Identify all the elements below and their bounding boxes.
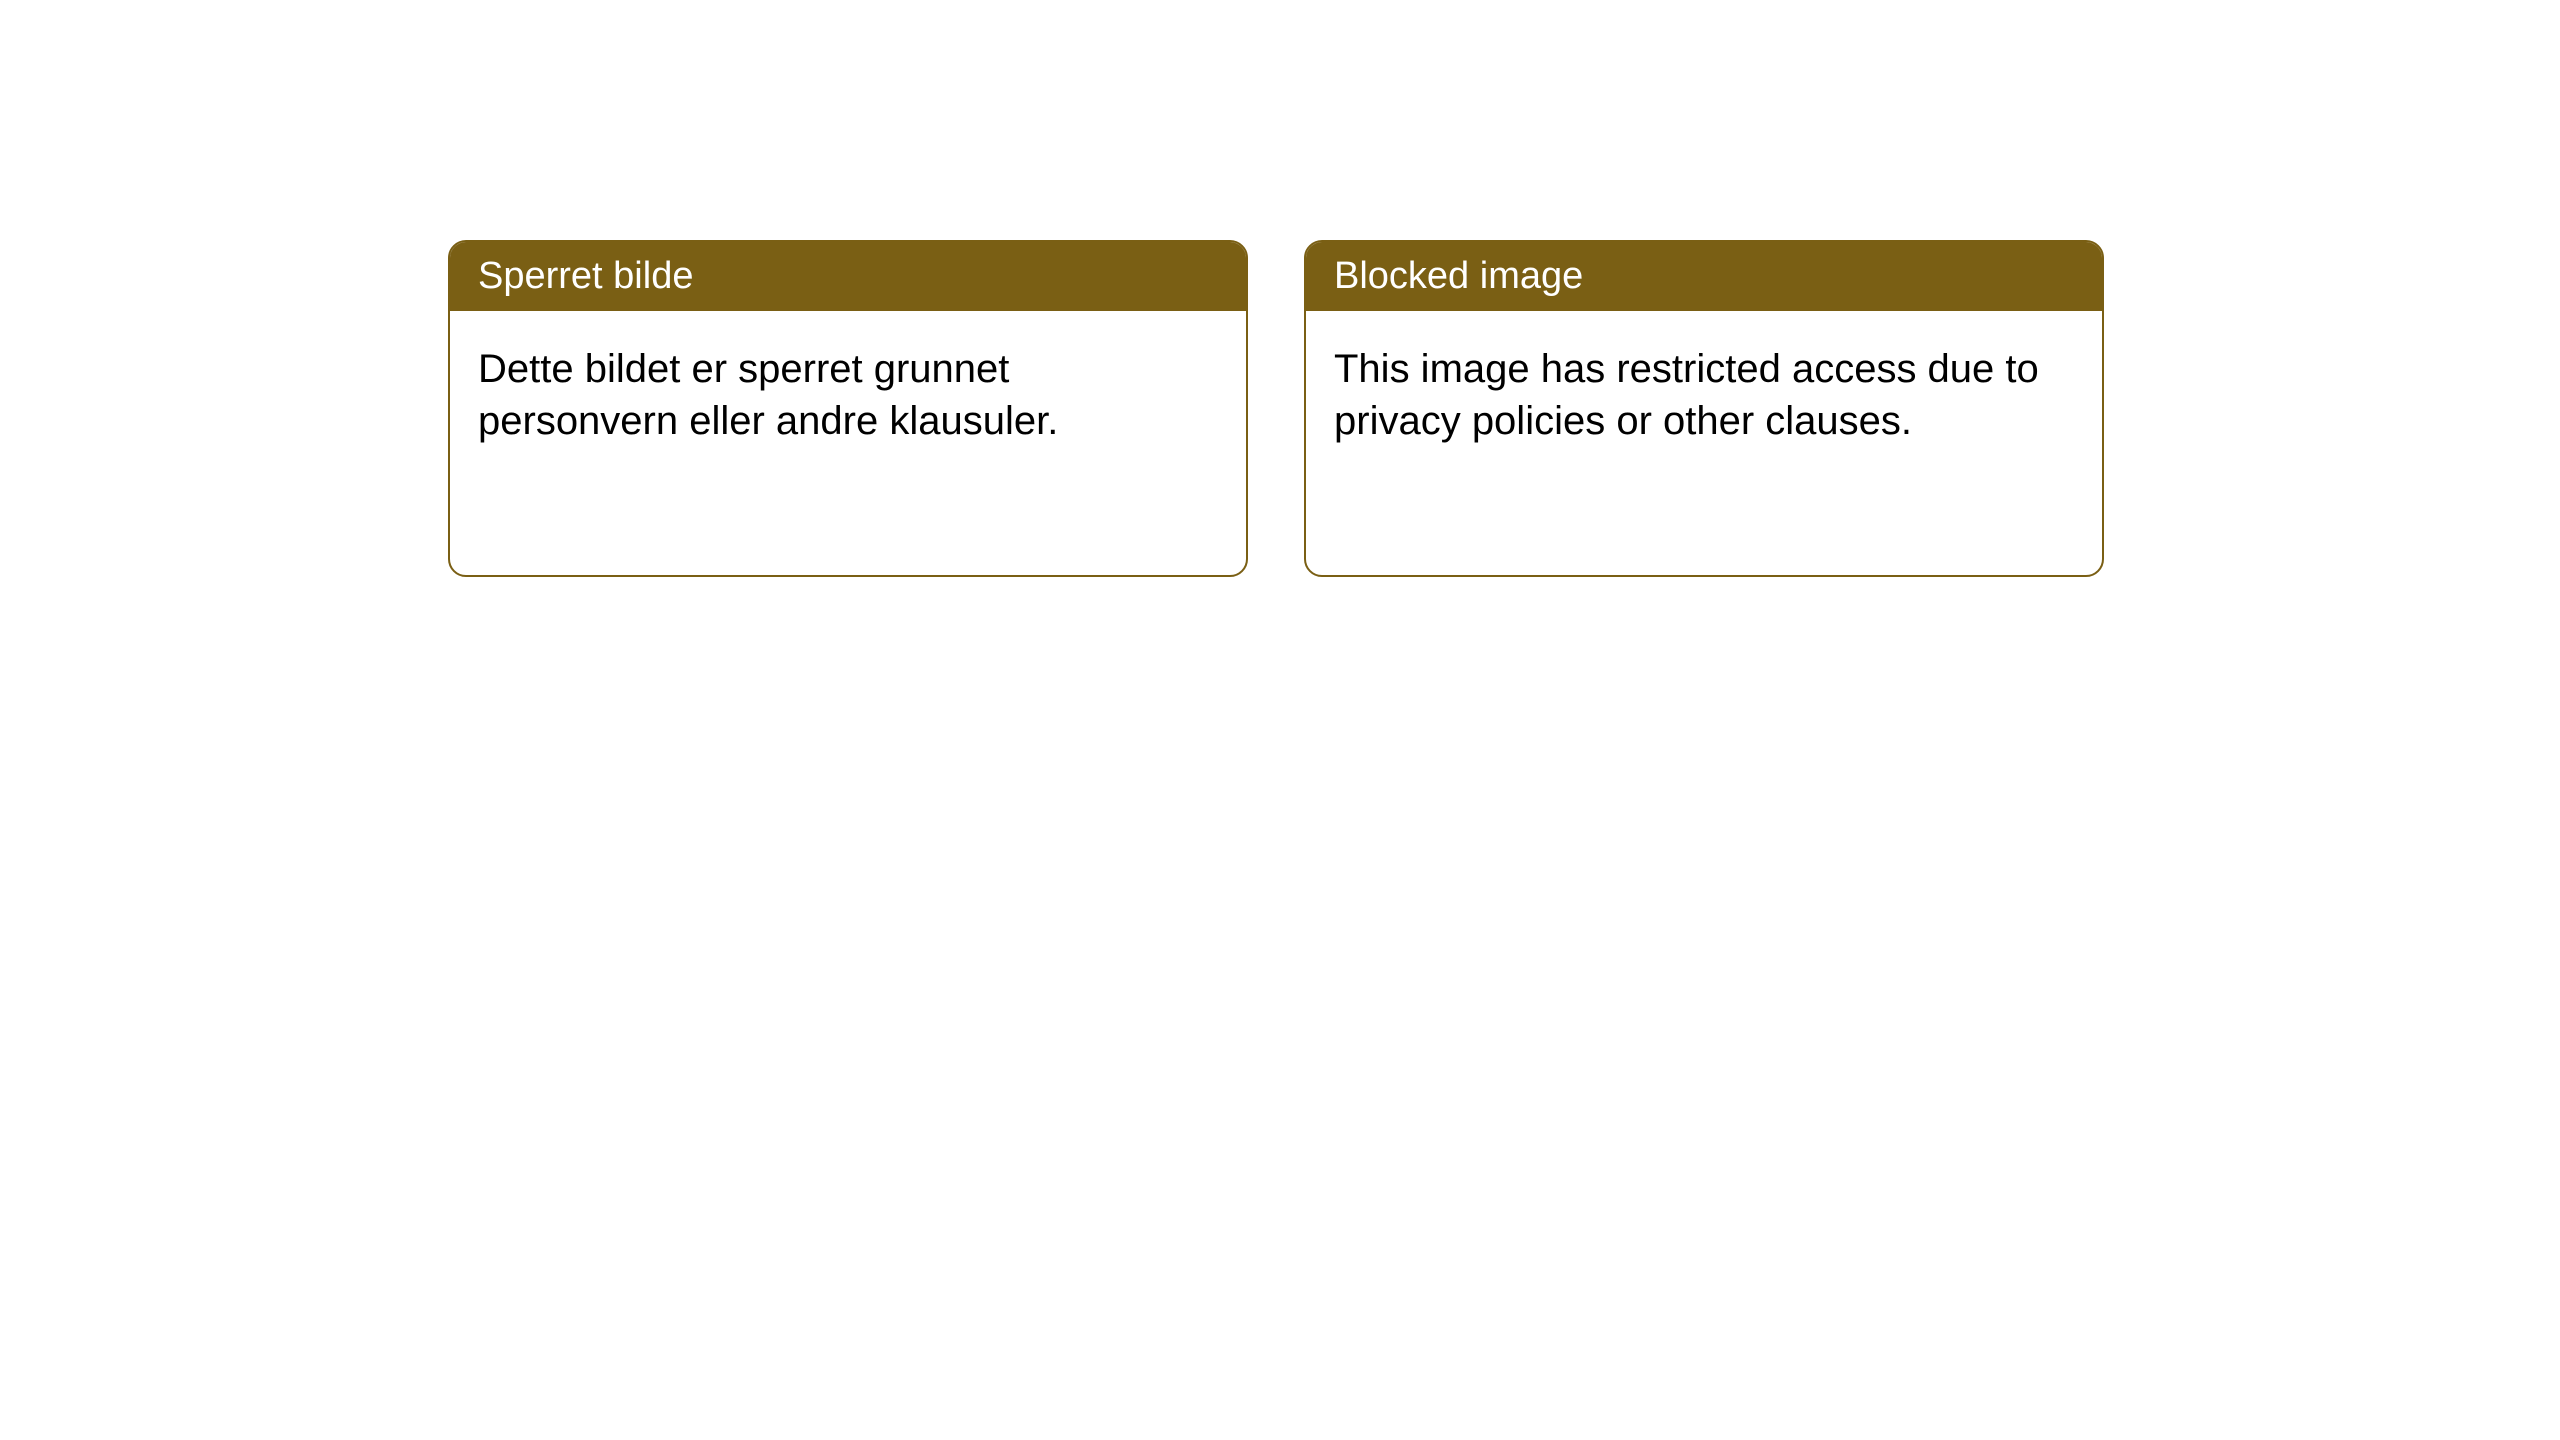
notice-body-en: This image has restricted access due to … (1306, 311, 2102, 479)
notice-card-no: Sperret bilde Dette bildet er sperret gr… (448, 240, 1248, 577)
notice-container: Sperret bilde Dette bildet er sperret gr… (448, 240, 2104, 577)
notice-body-no: Dette bildet er sperret grunnet personve… (450, 311, 1246, 479)
notice-card-en: Blocked image This image has restricted … (1304, 240, 2104, 577)
notice-header-no: Sperret bilde (450, 242, 1246, 311)
notice-header-en: Blocked image (1306, 242, 2102, 311)
